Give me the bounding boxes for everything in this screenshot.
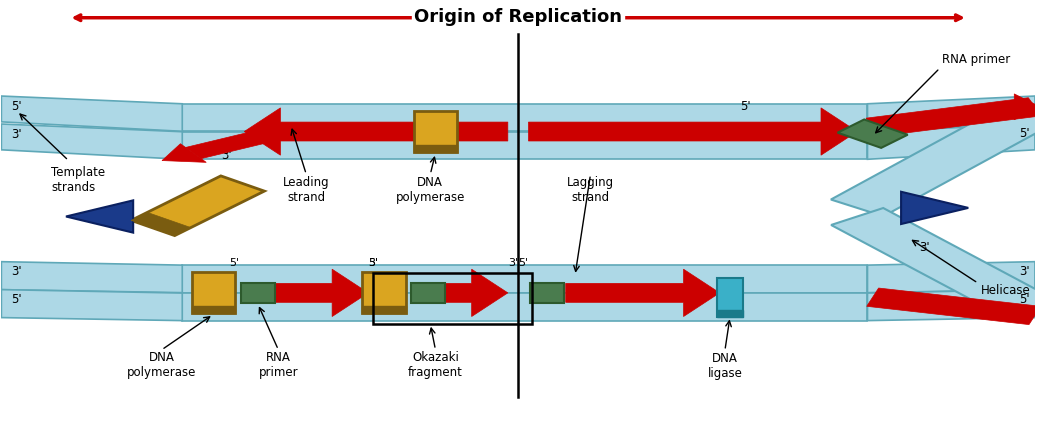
Polygon shape	[441, 269, 507, 317]
Polygon shape	[1, 262, 183, 293]
Polygon shape	[867, 98, 1042, 136]
Bar	[716, 310, 743, 317]
Bar	[362, 306, 405, 313]
Text: 5': 5'	[11, 293, 22, 306]
Bar	[413, 111, 457, 152]
Text: DNA
polymerase: DNA polymerase	[127, 351, 196, 379]
Bar	[413, 145, 457, 152]
Polygon shape	[528, 108, 857, 155]
Text: 5': 5'	[1019, 127, 1030, 140]
Polygon shape	[270, 269, 369, 317]
Text: 3': 3'	[11, 265, 22, 278]
Text: 5': 5'	[740, 100, 751, 113]
Polygon shape	[132, 212, 191, 236]
Polygon shape	[868, 262, 1035, 293]
Polygon shape	[162, 144, 207, 162]
Polygon shape	[837, 120, 907, 148]
Text: Helicase: Helicase	[981, 284, 1030, 297]
Polygon shape	[868, 290, 1035, 320]
Text: DNA
ligase: DNA ligase	[708, 352, 742, 380]
Polygon shape	[244, 108, 507, 155]
Polygon shape	[1015, 94, 1040, 120]
Text: Leading
strand: Leading strand	[283, 176, 330, 204]
Polygon shape	[186, 130, 272, 158]
Bar	[411, 283, 446, 303]
Polygon shape	[867, 288, 1041, 325]
Text: Origin of Replication: Origin of Replication	[414, 8, 622, 26]
Bar	[362, 272, 405, 313]
Bar	[374, 273, 531, 324]
Text: DNA
polymerase: DNA polymerase	[396, 176, 465, 204]
Text: 3': 3'	[1019, 265, 1030, 278]
Polygon shape	[868, 124, 1035, 159]
Polygon shape	[901, 192, 968, 224]
Polygon shape	[132, 176, 264, 236]
Text: 3': 3'	[1019, 100, 1030, 113]
Text: 3': 3'	[11, 128, 22, 141]
Polygon shape	[1, 96, 183, 131]
Bar	[191, 272, 235, 313]
Text: Template
strands: Template strands	[51, 166, 105, 194]
Text: Okazaki
fragment: Okazaki fragment	[408, 351, 462, 379]
Polygon shape	[1, 124, 183, 159]
Text: RNA primer: RNA primer	[942, 53, 1011, 66]
Text: 3': 3'	[919, 241, 929, 254]
Polygon shape	[868, 96, 1035, 131]
Text: Lagging
strand: Lagging strand	[567, 176, 614, 204]
Text: 5': 5'	[369, 258, 379, 268]
Text: 5': 5'	[11, 100, 22, 113]
Text: 3': 3'	[369, 258, 379, 268]
Polygon shape	[183, 104, 868, 131]
Bar	[530, 283, 564, 303]
Polygon shape	[831, 208, 1044, 320]
Text: 3': 3'	[221, 149, 232, 162]
Text: 5': 5'	[518, 258, 528, 268]
Text: 5': 5'	[1019, 293, 1030, 306]
Bar	[716, 278, 743, 317]
Bar	[241, 283, 275, 303]
Polygon shape	[1, 290, 183, 320]
Polygon shape	[566, 269, 719, 317]
Text: RNA
primer: RNA primer	[259, 351, 299, 379]
Polygon shape	[183, 265, 868, 293]
Polygon shape	[183, 293, 868, 320]
Text: 5': 5'	[229, 258, 239, 268]
Text: 3': 3'	[508, 258, 518, 268]
Polygon shape	[831, 103, 1044, 216]
Bar	[191, 306, 235, 313]
Polygon shape	[183, 132, 868, 159]
Polygon shape	[66, 200, 134, 233]
